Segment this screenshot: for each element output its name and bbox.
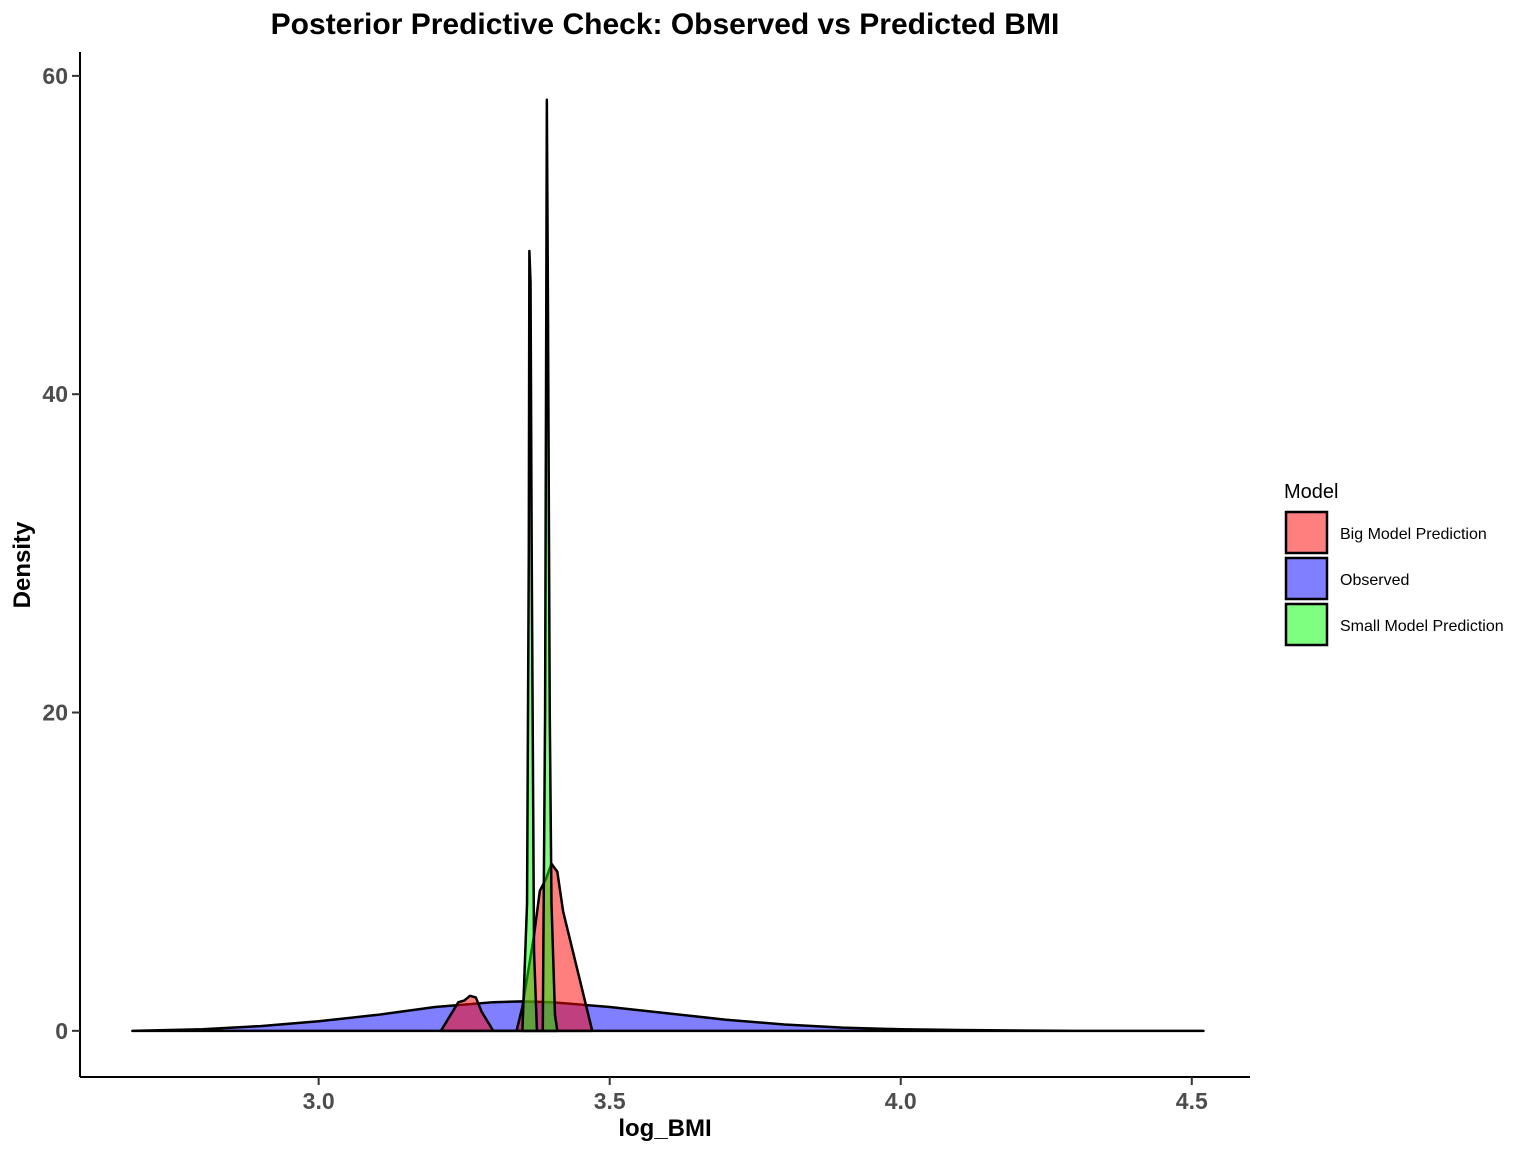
legend-label-big-model-prediction: Big Model Prediction (1340, 526, 1487, 543)
density-area-observed (131, 1000, 1205, 1033)
x-axis-title: log_BMI (618, 1115, 711, 1142)
legend-key-big-model-prediction (1284, 510, 1329, 555)
y-axis-title: Density (9, 521, 36, 608)
density-area-small-model-prediction (521, 98, 559, 1033)
legend-key-observed (1284, 556, 1329, 601)
y-tick-label: 20 (42, 700, 68, 726)
x-tick-label: 4.0 (885, 1088, 917, 1114)
legend-label-observed: Observed (1340, 572, 1409, 589)
plot-area (131, 98, 1205, 1033)
y-tick-label: 0 (55, 1018, 68, 1044)
legend: Model Big Model Prediction Observed Small … (1284, 481, 1504, 647)
legend-key-small-model-prediction (1284, 602, 1329, 647)
legend-title: Model (1284, 481, 1338, 503)
x-tick-label: 3.0 (303, 1088, 335, 1114)
x-tick-label: 3.5 (594, 1088, 626, 1114)
legend-label-small-model-prediction: Small Model Prediction (1340, 618, 1504, 635)
y-tick-label: 60 (42, 63, 68, 89)
chart-title: Posterior Predictive Check: Observed vs … (271, 8, 1060, 41)
y-axis-ticks: 0 20 40 60 (42, 63, 80, 1044)
y-tick-label: 40 (42, 381, 68, 407)
x-axis-ticks: 3.0 3.5 4.0 4.5 (303, 1077, 1208, 1114)
x-tick-label: 4.5 (1176, 1088, 1208, 1114)
